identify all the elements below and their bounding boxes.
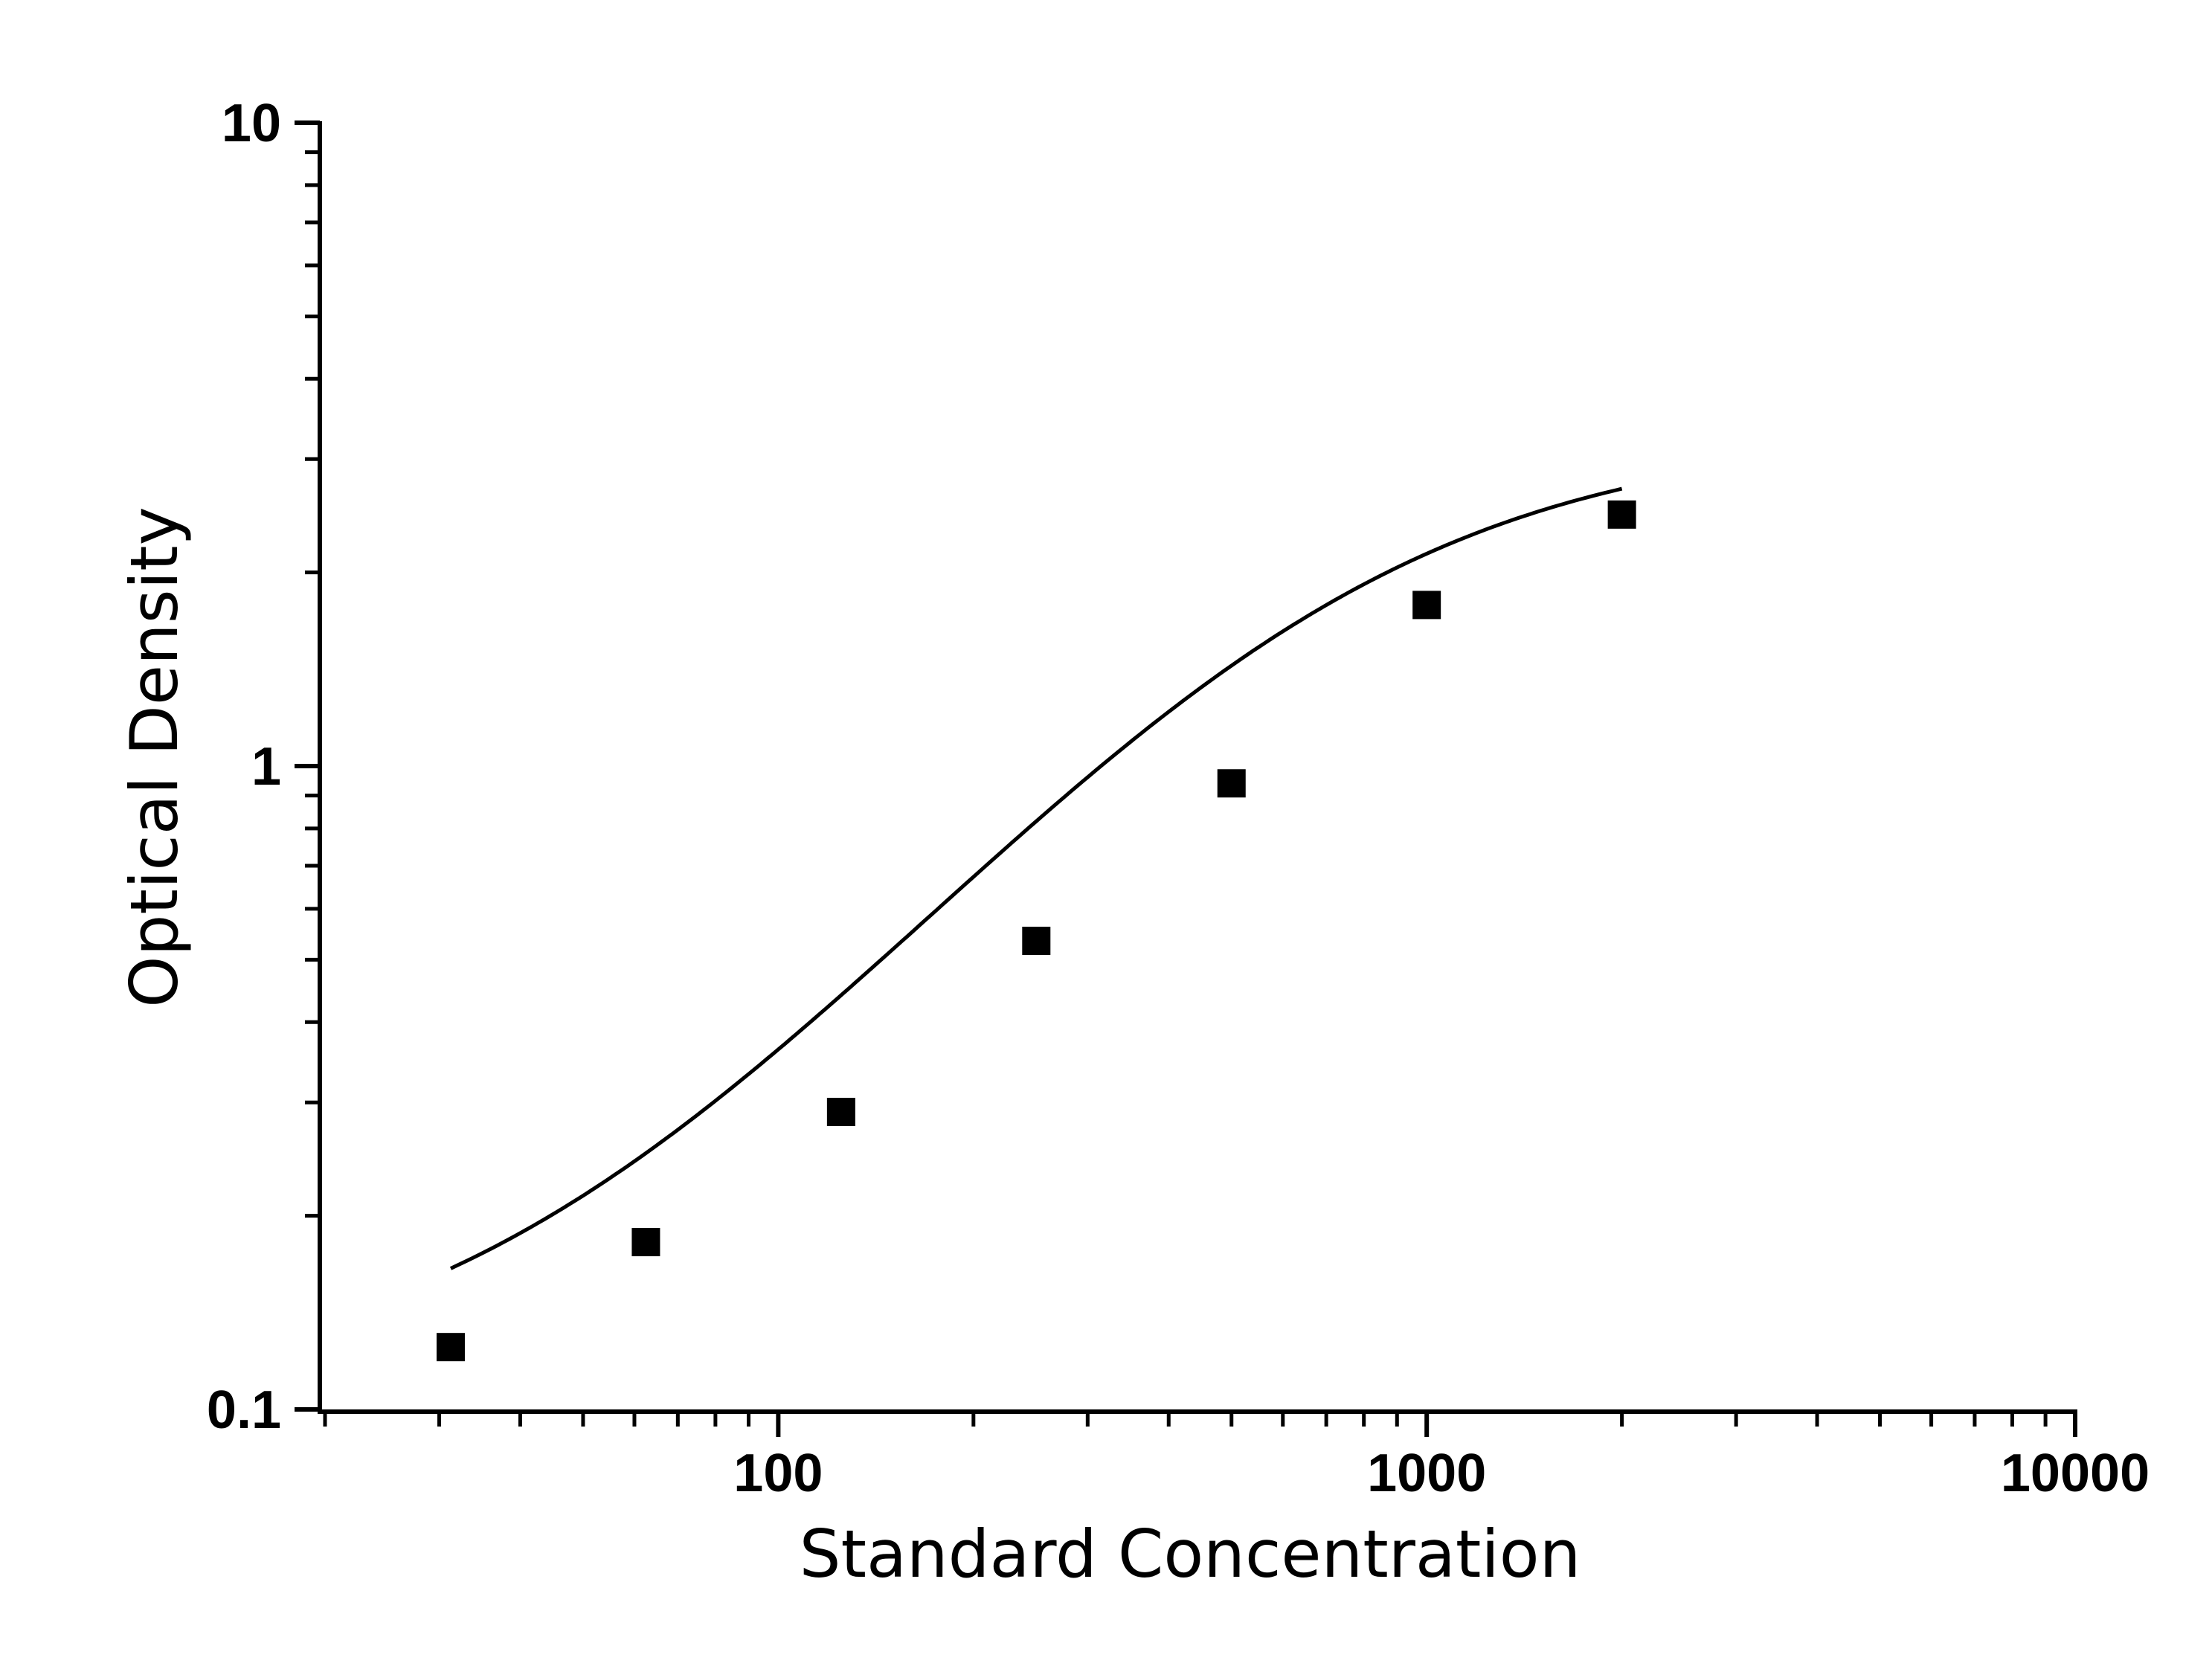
plot-area: 0.1 1 10 100 1000 10000 [207, 94, 2150, 1503]
y-tick-label: 0.1 [207, 1380, 281, 1440]
data-point [826, 1098, 855, 1127]
y-tick-label: 10 [222, 94, 281, 153]
x-tick-label: 100 [733, 1444, 823, 1503]
x-tick-label: 1000 [1367, 1444, 1486, 1503]
data-point [631, 1228, 660, 1257]
data-point [436, 1333, 465, 1362]
y-axis-title: Optical Density [116, 507, 193, 1007]
data-point [1607, 500, 1636, 529]
fit-curve [449, 486, 1623, 1270]
x-axis-title: Standard Concentration [800, 1516, 1581, 1592]
data-point [1217, 769, 1246, 798]
x-tick-label: 10000 [2001, 1444, 2150, 1503]
data-point [1022, 926, 1051, 955]
y-tick-label: 1 [251, 737, 281, 797]
data-point [1412, 591, 1441, 620]
